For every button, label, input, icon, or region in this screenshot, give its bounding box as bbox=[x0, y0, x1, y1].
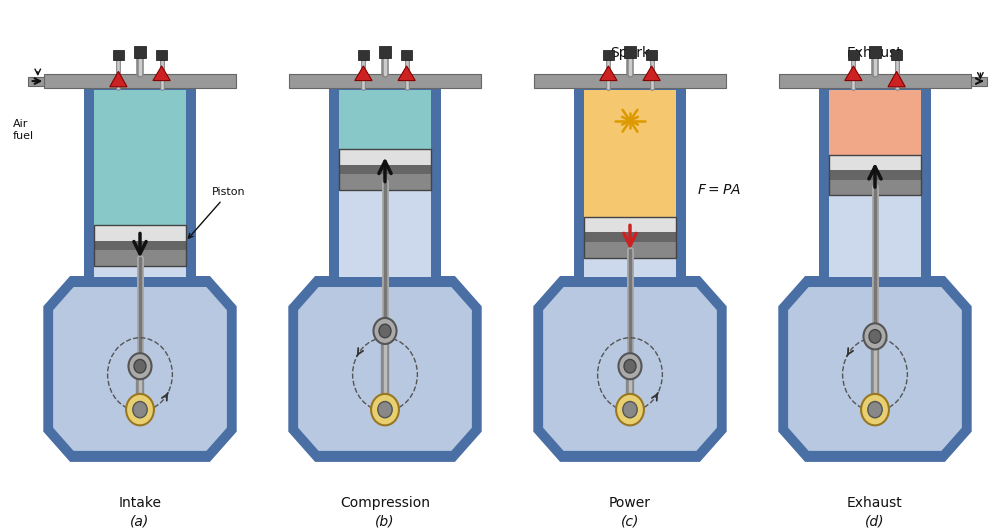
Polygon shape bbox=[298, 287, 472, 451]
Bar bbox=[869, 47, 881, 58]
Polygon shape bbox=[543, 287, 717, 451]
Text: $F = PA$: $F = PA$ bbox=[697, 183, 741, 197]
Bar bbox=[358, 50, 369, 60]
Polygon shape bbox=[888, 71, 905, 87]
Bar bbox=[779, 74, 971, 88]
Bar bbox=[94, 225, 186, 266]
Circle shape bbox=[133, 402, 147, 418]
Polygon shape bbox=[355, 66, 372, 80]
Bar bbox=[584, 232, 676, 242]
Bar bbox=[84, 87, 196, 141]
Polygon shape bbox=[600, 66, 617, 80]
Polygon shape bbox=[153, 66, 170, 80]
Text: Compression: Compression bbox=[340, 496, 430, 510]
Bar bbox=[829, 154, 921, 195]
Bar bbox=[584, 89, 676, 141]
Circle shape bbox=[869, 330, 881, 343]
Bar bbox=[584, 242, 676, 258]
Bar bbox=[94, 141, 186, 225]
Bar bbox=[829, 170, 921, 180]
Bar bbox=[339, 89, 431, 141]
Bar bbox=[829, 89, 921, 141]
Bar bbox=[156, 50, 167, 60]
Circle shape bbox=[868, 402, 882, 418]
Polygon shape bbox=[788, 287, 962, 451]
Bar bbox=[94, 250, 186, 266]
Bar bbox=[891, 50, 902, 60]
Bar bbox=[829, 141, 921, 154]
Bar bbox=[94, 225, 186, 241]
Bar bbox=[624, 47, 636, 58]
Bar bbox=[574, 87, 686, 141]
Bar bbox=[339, 149, 431, 165]
Text: Piston: Piston bbox=[188, 187, 246, 238]
Bar bbox=[84, 140, 196, 278]
Bar bbox=[329, 140, 441, 278]
Bar bbox=[646, 50, 657, 60]
Circle shape bbox=[134, 359, 146, 373]
Bar bbox=[829, 141, 921, 277]
Circle shape bbox=[863, 323, 887, 350]
Bar bbox=[134, 47, 146, 58]
Polygon shape bbox=[534, 277, 726, 461]
Bar bbox=[829, 180, 921, 195]
Bar bbox=[44, 74, 236, 88]
Bar bbox=[401, 50, 412, 60]
Text: Exhaust: Exhaust bbox=[847, 45, 903, 60]
Text: (b): (b) bbox=[375, 514, 395, 528]
Text: Exhaust: Exhaust bbox=[847, 496, 903, 510]
Circle shape bbox=[624, 359, 636, 373]
Bar bbox=[94, 141, 186, 277]
Bar bbox=[584, 217, 676, 258]
Bar bbox=[584, 141, 676, 277]
Text: Power: Power bbox=[609, 496, 651, 510]
Polygon shape bbox=[779, 277, 971, 461]
Polygon shape bbox=[398, 66, 415, 80]
Polygon shape bbox=[110, 71, 127, 87]
Text: Intake: Intake bbox=[119, 496, 162, 510]
Polygon shape bbox=[289, 277, 481, 461]
Bar bbox=[339, 141, 431, 149]
Bar bbox=[339, 175, 431, 190]
Polygon shape bbox=[845, 66, 862, 80]
Circle shape bbox=[378, 402, 392, 418]
Bar bbox=[339, 149, 431, 190]
Circle shape bbox=[373, 318, 397, 344]
Polygon shape bbox=[44, 277, 236, 461]
Text: (c): (c) bbox=[621, 514, 639, 528]
Bar bbox=[829, 154, 921, 170]
Bar bbox=[534, 74, 726, 88]
Text: (d): (d) bbox=[865, 514, 885, 528]
Bar bbox=[94, 241, 186, 250]
Circle shape bbox=[371, 394, 399, 425]
Bar bbox=[339, 165, 431, 175]
Bar bbox=[339, 141, 431, 277]
Circle shape bbox=[861, 394, 889, 425]
Text: (a): (a) bbox=[130, 514, 150, 528]
Circle shape bbox=[623, 402, 637, 418]
Bar bbox=[113, 50, 124, 60]
Bar bbox=[969, 77, 987, 86]
Bar bbox=[848, 50, 859, 60]
Text: Air
fuel: Air fuel bbox=[13, 120, 34, 141]
Bar bbox=[379, 47, 391, 58]
Circle shape bbox=[616, 394, 644, 425]
Bar bbox=[289, 74, 481, 88]
Circle shape bbox=[126, 394, 154, 425]
Circle shape bbox=[379, 324, 391, 338]
Bar bbox=[584, 217, 676, 232]
Bar bbox=[603, 50, 614, 60]
Polygon shape bbox=[53, 287, 227, 451]
Bar bbox=[28, 77, 46, 86]
Text: Spark: Spark bbox=[610, 45, 650, 60]
Bar bbox=[584, 141, 676, 217]
Bar bbox=[94, 89, 186, 141]
Bar bbox=[574, 140, 686, 278]
Bar bbox=[819, 87, 931, 141]
Polygon shape bbox=[643, 66, 660, 80]
Bar bbox=[819, 140, 931, 278]
Circle shape bbox=[128, 353, 152, 379]
Circle shape bbox=[618, 353, 642, 379]
Bar bbox=[329, 87, 441, 141]
